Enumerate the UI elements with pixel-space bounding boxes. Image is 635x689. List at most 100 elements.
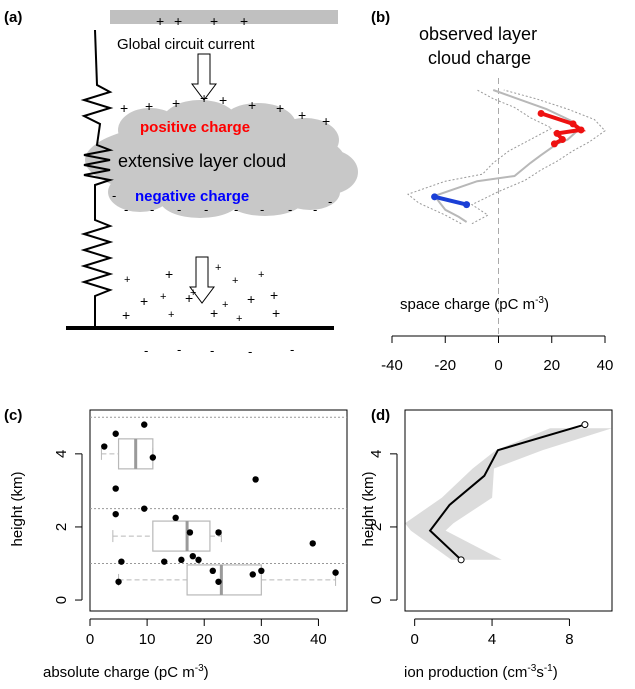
- cloud-plus-mark: +: [248, 97, 256, 113]
- ground-line: [66, 326, 334, 330]
- panel-c-x-tick-label: 10: [139, 631, 156, 648]
- charge-point: [112, 430, 119, 437]
- charge-point: [115, 578, 122, 585]
- panel-d-x-tick-label: 0: [411, 631, 419, 648]
- charge-point: [215, 529, 222, 536]
- panel-d-ylabel: height (km): [360, 471, 377, 546]
- current-arrow-icon: [189, 256, 215, 304]
- positive-point: [553, 129, 561, 137]
- positive-charge-label: positive charge: [140, 119, 250, 136]
- air-plus-mark: +: [222, 299, 228, 311]
- plate-plus-mark: +: [210, 13, 218, 29]
- panel-b-label: (b): [371, 9, 390, 26]
- positive-point: [558, 136, 566, 143]
- global-circuit-label: Global circuit current: [117, 36, 255, 53]
- circuit-resistor: [80, 29, 114, 326]
- charge-point: [118, 558, 125, 565]
- air-plus-mark: +: [236, 313, 242, 325]
- cloud-plus-mark: +: [145, 98, 153, 114]
- negative-point: [431, 193, 439, 201]
- cloud-minus-mark: -: [260, 202, 264, 217]
- charge-point: [149, 454, 157, 461]
- ion-production-line: [428, 423, 586, 561]
- panel-c-xlabel: absolute charge (pC m-3): [43, 663, 209, 681]
- charge-point: [186, 529, 194, 536]
- charge-point: [195, 556, 202, 564]
- ion-line-endpoint: [457, 556, 465, 564]
- charge-point: [172, 514, 179, 522]
- negative-charge-label: negative charge: [135, 188, 249, 205]
- negative-point: [463, 201, 471, 209]
- panel-d: (d) height (km) 0 4 8 0 2 4 ion production (c…: [360, 407, 613, 681]
- panel-b-x-tick-label: -40: [381, 357, 403, 374]
- cloud-minus-mark: -: [328, 194, 332, 209]
- panel-d-x-tick-label: 8: [565, 631, 573, 648]
- charge-point: [141, 421, 148, 428]
- air-plus-mark: +: [270, 287, 278, 303]
- ground-minus-mark: -: [210, 343, 214, 358]
- ion-line-endpoint: [581, 421, 589, 429]
- ground-minus-mark: -: [248, 344, 252, 359]
- panel-c-frame: [89, 409, 348, 612]
- positive-point: [577, 126, 585, 134]
- panel-c-x-tick-label: 30: [253, 631, 270, 648]
- panel-b: (b) observed layer cloud charge -40 -20 0 2…: [371, 9, 613, 374]
- air-plus-mark: +: [140, 293, 148, 309]
- cloud-plus-mark: +: [219, 92, 227, 108]
- cloud-plus-mark: +: [276, 100, 284, 116]
- panel-c-x-tick-label: 0: [86, 631, 94, 648]
- charge-point: [161, 558, 168, 565]
- panel-c-x-tick-label: 40: [310, 631, 327, 648]
- charge-point: [249, 571, 256, 578]
- panel-b-title-line2: cloud charge: [428, 48, 531, 68]
- cloud-minus-mark: -: [112, 188, 116, 203]
- ground-minus-mark: -: [144, 343, 148, 358]
- charge-point: [101, 443, 108, 450]
- charge-point: [252, 476, 259, 483]
- panel-c: (c) height (km) 0 10 20 30 40 0 2 4 absolute ch…: [4, 407, 348, 681]
- panel-d-y-tick-label: 2: [368, 523, 385, 531]
- panel-a: (a) + + + + Global circuit current + + + + +…: [4, 9, 358, 359]
- charge-profile-line: [432, 89, 580, 223]
- charge-point: [178, 556, 185, 564]
- plate-plus-mark: +: [240, 13, 248, 29]
- air-plus-mark: +: [122, 307, 130, 323]
- plate-plus-mark: +: [156, 13, 164, 29]
- ground-minus-mark: -: [177, 342, 181, 357]
- air-plus-mark: +: [215, 262, 221, 274]
- panel-b-x-tick-label: 0: [494, 357, 502, 374]
- charged-plate: [110, 10, 338, 24]
- panel-b-x-tick-label: 40: [597, 357, 614, 374]
- panel-c-y-tick-label: 2: [53, 523, 70, 531]
- cloud-plus-mark: +: [200, 90, 208, 106]
- cloud-minus-mark: -: [124, 202, 128, 217]
- air-plus-mark: +: [160, 291, 166, 303]
- cloud-plus-mark: +: [322, 113, 330, 129]
- cloud-minus-mark: -: [177, 202, 181, 217]
- charge-point: [209, 567, 216, 574]
- panel-c-x-tick-label: 20: [196, 631, 213, 648]
- charge-point: [215, 578, 222, 585]
- cloud-minus-mark: -: [313, 202, 317, 217]
- panel-d-x-tick-label: 4: [488, 631, 496, 648]
- panel-a-label: (a): [4, 9, 22, 26]
- panel-c-ylabel: height (km): [9, 471, 26, 546]
- ground-minus-mark: -: [290, 342, 294, 357]
- panel-d-frame: [404, 409, 613, 612]
- panel-d-y-tick-label: 4: [368, 450, 385, 458]
- cloud-minus-mark: -: [234, 202, 238, 217]
- panel-d-xlabel: ion production (cm-3s-1): [404, 663, 558, 681]
- charge-point: [332, 569, 339, 576]
- panel-d-y-tick-label: 0: [368, 596, 385, 604]
- charge-point: [309, 540, 316, 547]
- positive-point: [569, 120, 577, 128]
- cloud-minus-mark: -: [150, 202, 154, 217]
- panel-c-y-tick-label: 4: [53, 450, 70, 458]
- charge-point: [189, 552, 196, 560]
- charge-point: [112, 510, 119, 518]
- plate-plus-mark: +: [174, 13, 182, 29]
- charge-point: [141, 505, 148, 512]
- cloud-minus-mark: -: [288, 202, 292, 217]
- box-iqr: [186, 564, 262, 596]
